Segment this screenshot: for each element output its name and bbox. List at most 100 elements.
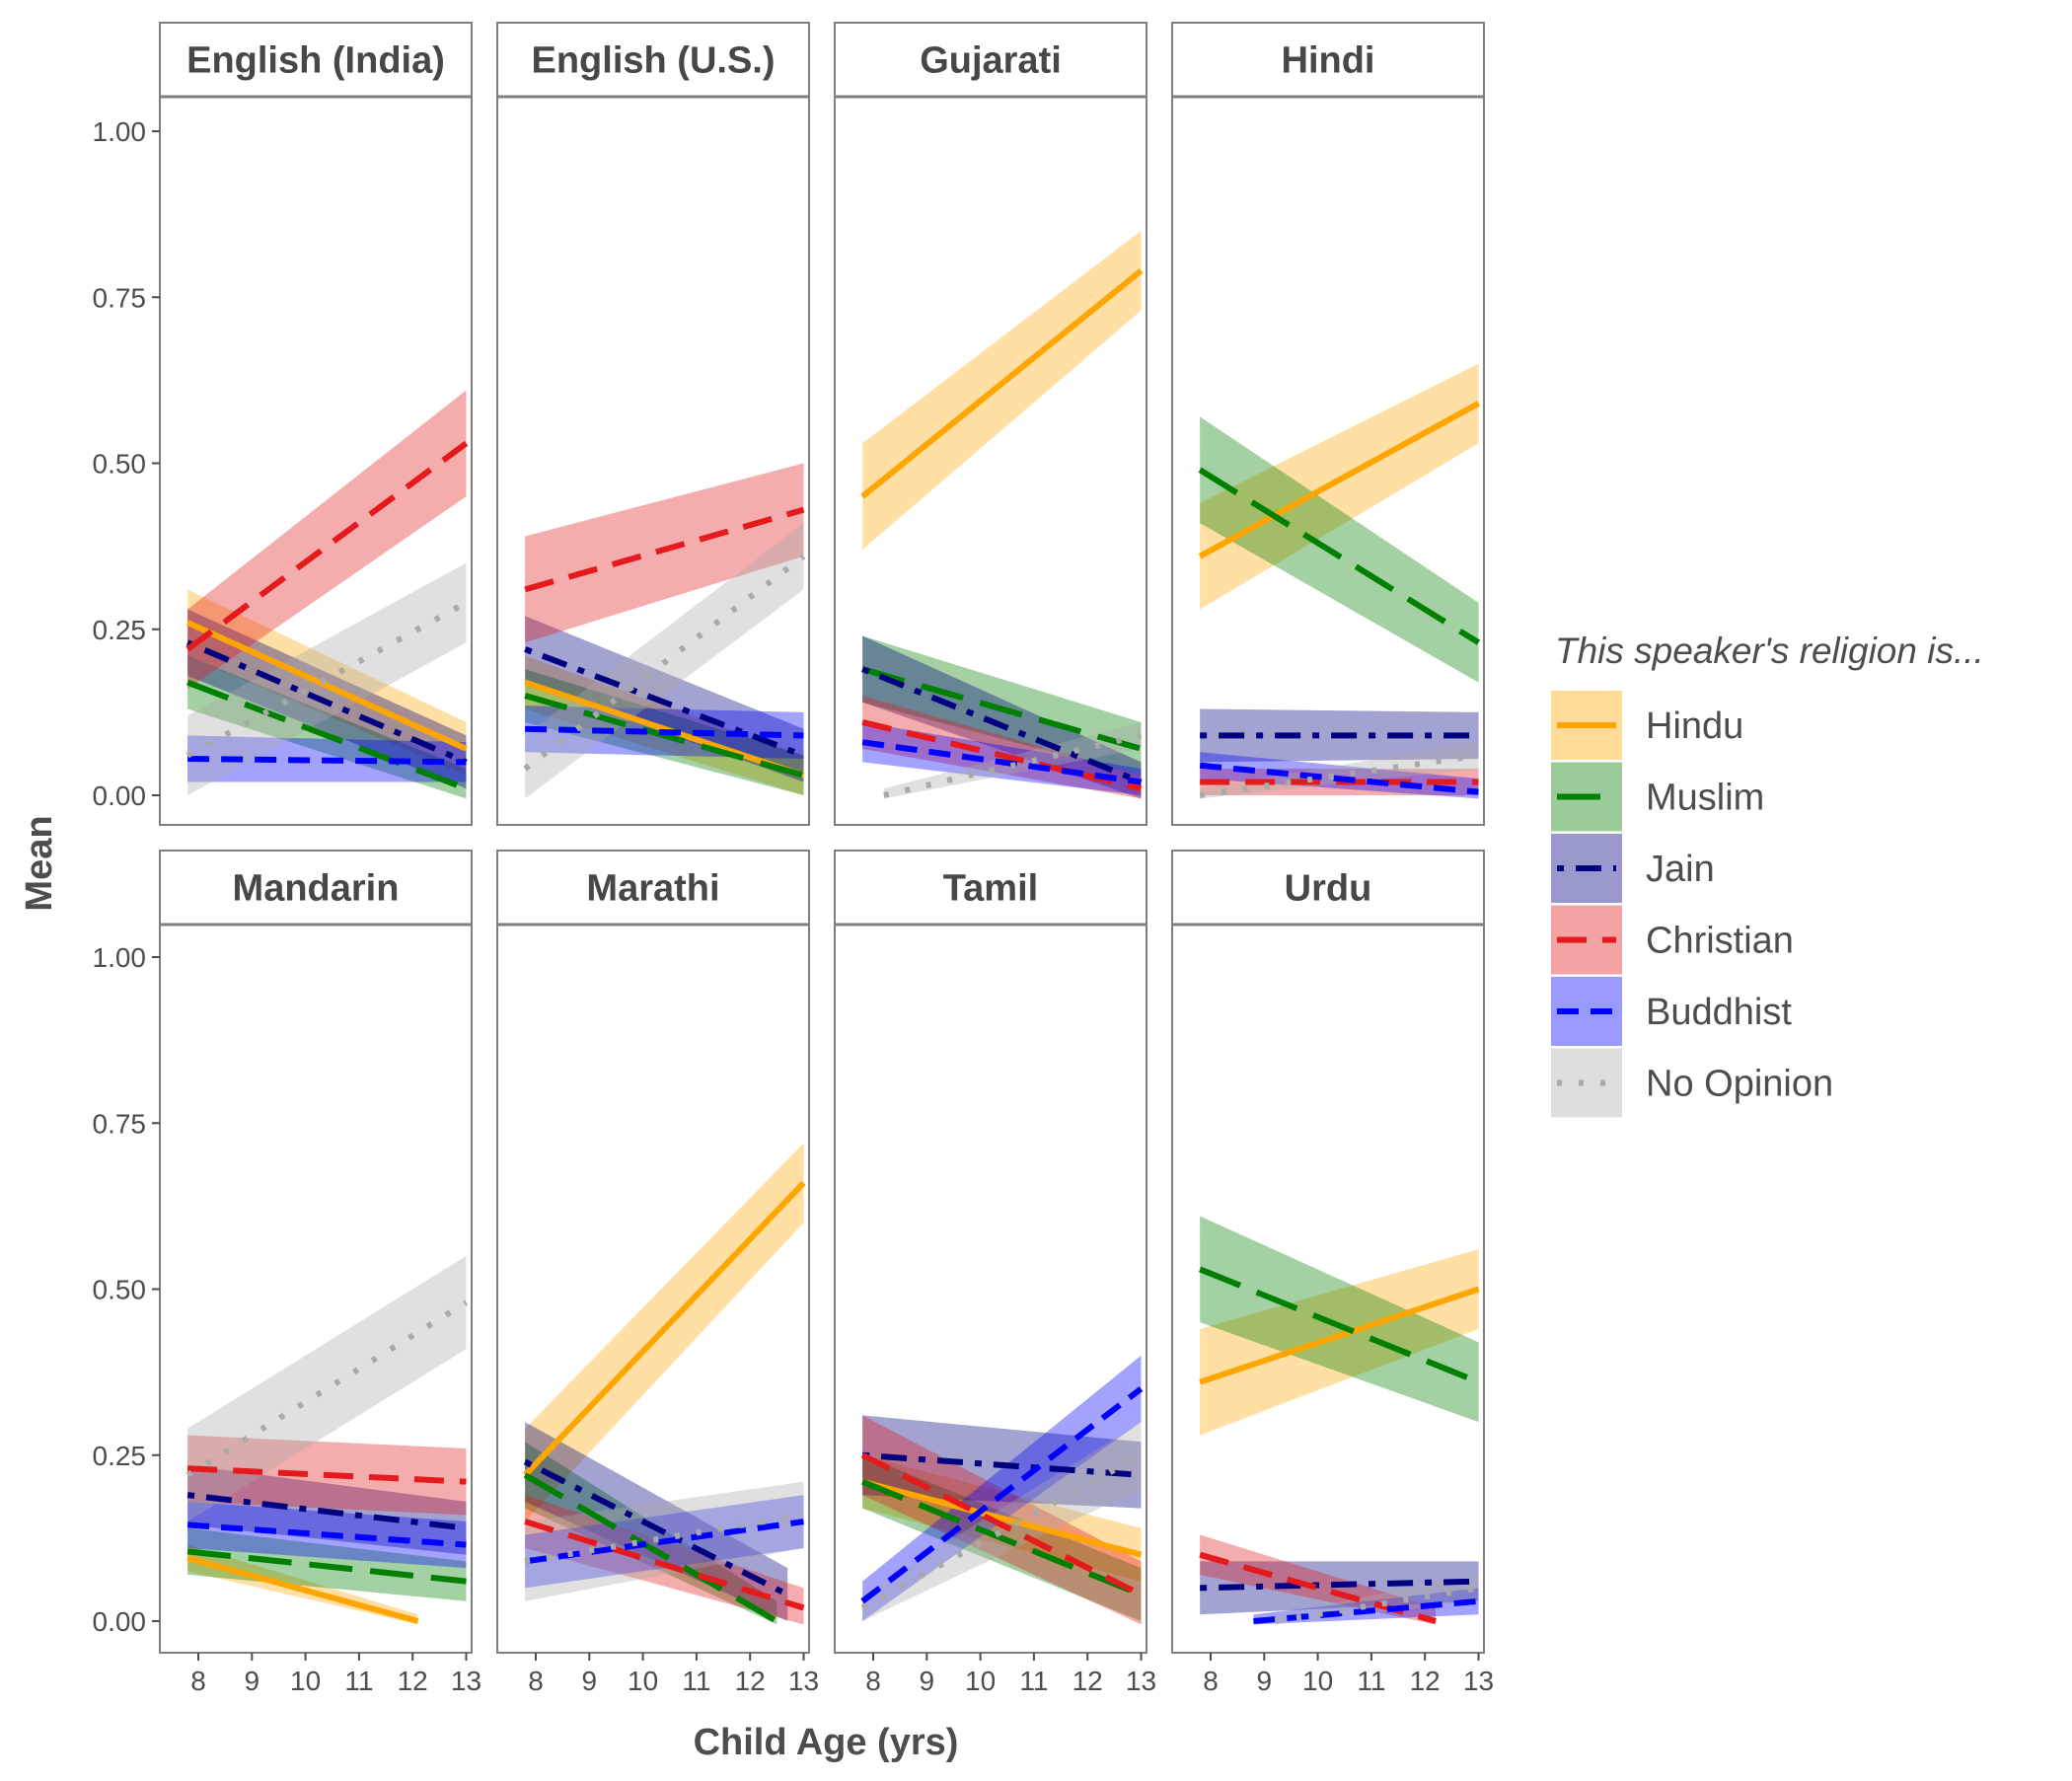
series-line-jain — [1200, 1578, 1479, 1592]
x-tick-label: 13 — [1126, 1666, 1156, 1696]
strip-box — [834, 22, 1147, 98]
x-tick-label: 12 — [1073, 1666, 1103, 1696]
panel-tamil: Tamil 8 9 10 11 12 13 — [834, 850, 1156, 1696]
y-tick-label: 0.00 — [93, 780, 147, 811]
series-line-hindu — [1199, 1286, 1480, 1385]
ci-band-hindu — [1200, 363, 1479, 610]
legend-label: Christian — [1646, 921, 1794, 962]
series-line-christian — [524, 1519, 805, 1611]
legend-item-muslim: Muslim — [1551, 762, 1764, 832]
series-line-muslim — [523, 1472, 778, 1624]
ci-band-jain — [862, 1415, 1142, 1509]
panel-plot-area — [860, 230, 1144, 799]
legend-label: Jain — [1646, 849, 1715, 890]
series-line-buddhist — [525, 725, 804, 739]
ci-band-hindu — [525, 655, 804, 795]
panel-border — [496, 924, 810, 1654]
y-tick-label: 0.00 — [93, 1606, 147, 1637]
x-tick-label: 8 — [190, 1666, 206, 1696]
y-tick-label: 0.25 — [93, 1441, 147, 1471]
panel-english-india: English (India) 0.00 0.25 0.50 0.75 1.00 — [93, 22, 473, 826]
x-tick-label: 13 — [1463, 1666, 1494, 1696]
legend-label: Muslim — [1646, 778, 1764, 819]
strip-box — [159, 850, 473, 926]
series-line-hindu — [860, 267, 1144, 499]
ci-band-hindu — [1200, 1249, 1479, 1436]
ci-band-christian — [187, 390, 467, 690]
series-line-jain — [861, 1451, 1142, 1478]
panel-gujarati: Gujarati — [834, 22, 1147, 826]
legend-title: This speaker's religion is... — [1555, 631, 1984, 671]
series-line-no-opinion — [185, 600, 468, 759]
x-tick-label: 12 — [1410, 1666, 1441, 1696]
ci-band-jain — [525, 1422, 788, 1621]
series-line-jain — [186, 1492, 467, 1531]
strip-box — [496, 850, 810, 926]
legend-item-christian: Christian — [1551, 905, 1794, 975]
series-line-hindu — [1198, 401, 1480, 559]
series-line-buddhist — [860, 1386, 1144, 1604]
x-tick-label: 8 — [1203, 1666, 1219, 1696]
ci-band-no-opinion — [187, 562, 467, 795]
legend-label: Buddhist — [1646, 992, 1792, 1033]
ci-band-no-opinion — [187, 1255, 467, 1522]
strip-title: Marathi — [586, 868, 719, 910]
series-line-buddhist — [1253, 1597, 1479, 1624]
y-tick-label: 0.75 — [93, 282, 147, 313]
x-tick-label: 8 — [865, 1666, 881, 1696]
series-line-muslim — [1198, 467, 1481, 645]
legend-key-band — [1551, 1048, 1622, 1118]
series-line-hindu — [186, 1555, 419, 1624]
ci-band-christian — [525, 463, 804, 643]
series-line-jain — [523, 1458, 789, 1597]
series-line-muslim — [861, 1478, 1143, 1597]
series-line-no-opinion — [1199, 752, 1479, 798]
x-tick-label: 9 — [920, 1666, 935, 1696]
strip-title: Hindi — [1282, 40, 1375, 82]
panel-hindi: Hindi — [1171, 22, 1485, 826]
x-axis-title: Child Age (yrs) — [694, 1722, 959, 1763]
ci-band-hindu — [862, 230, 1142, 550]
series-line-hindu — [522, 1180, 806, 1478]
panel-plot-area — [522, 1143, 806, 1625]
panel-border — [834, 924, 1147, 1654]
y-tick-label: 0.50 — [93, 449, 147, 480]
strip-title: English (India) — [186, 40, 445, 82]
x-tick-label: 11 — [1357, 1666, 1385, 1696]
series-line-muslim — [524, 693, 805, 779]
legend-item-jain: Jain — [1551, 834, 1715, 903]
x-tick-label: 10 — [290, 1666, 321, 1696]
series-line-hindu — [185, 620, 468, 752]
x-tick-label: 9 — [1257, 1666, 1273, 1696]
x-tick-label: 10 — [965, 1666, 996, 1696]
panel-border — [1171, 96, 1485, 826]
strip-title: Tamil — [943, 868, 1038, 910]
strip-title: Urdu — [1285, 868, 1372, 910]
series-line-jain — [861, 666, 1143, 785]
panel-plot-area — [185, 1255, 469, 1625]
y-tick-label: 0.25 — [93, 615, 147, 645]
ci-band-christian — [525, 1495, 804, 1625]
panel-plot-area — [185, 390, 469, 799]
panel-border — [496, 96, 810, 826]
series-line-buddhist — [187, 755, 467, 766]
legend-item-hindu: Hindu — [1551, 691, 1743, 760]
panel-border — [159, 96, 473, 826]
series-line-jain — [185, 639, 468, 766]
ci-band-muslim — [862, 635, 1142, 776]
series-line-buddhist — [861, 739, 1142, 785]
y-tick-label: 0.50 — [93, 1275, 147, 1305]
legend-label: No Opinion — [1646, 1064, 1833, 1105]
legend-item-buddhist: Buddhist — [1551, 977, 1792, 1046]
series-line-no-opinion — [524, 1512, 804, 1565]
y-tick-label: 1.00 — [93, 116, 147, 147]
y-tick-label: 0.75 — [93, 1108, 147, 1139]
panel-border — [1171, 924, 1485, 1654]
x-tick-label: 12 — [398, 1666, 428, 1696]
x-tick-label: 11 — [682, 1666, 710, 1696]
panel-plot-area — [860, 1355, 1144, 1625]
panel-plot-area — [523, 463, 806, 799]
strip-box — [1171, 22, 1485, 98]
ci-band-muslim — [1200, 1216, 1479, 1423]
x-tick-label: 11 — [1019, 1666, 1048, 1696]
